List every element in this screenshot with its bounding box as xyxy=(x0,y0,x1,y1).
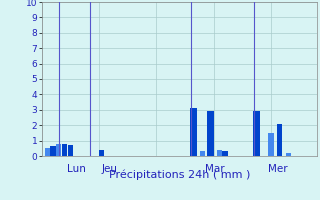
Text: Jeu: Jeu xyxy=(102,164,118,174)
Bar xyxy=(45,148,50,156)
Bar xyxy=(62,144,67,156)
Bar xyxy=(68,145,73,156)
Bar xyxy=(253,111,260,156)
Bar xyxy=(268,133,274,156)
Bar xyxy=(56,144,61,156)
Text: Lun: Lun xyxy=(68,164,86,174)
Text: Mar: Mar xyxy=(205,164,225,174)
Bar xyxy=(277,124,282,156)
Bar xyxy=(285,153,291,156)
Bar xyxy=(222,151,228,156)
Bar xyxy=(51,146,56,156)
Bar xyxy=(217,150,222,156)
Bar xyxy=(207,111,214,156)
Bar xyxy=(200,151,205,156)
Bar xyxy=(99,150,104,156)
Bar xyxy=(190,108,197,156)
Text: Mer: Mer xyxy=(268,164,288,174)
X-axis label: Précipitations 24h ( mm ): Précipitations 24h ( mm ) xyxy=(108,170,250,180)
